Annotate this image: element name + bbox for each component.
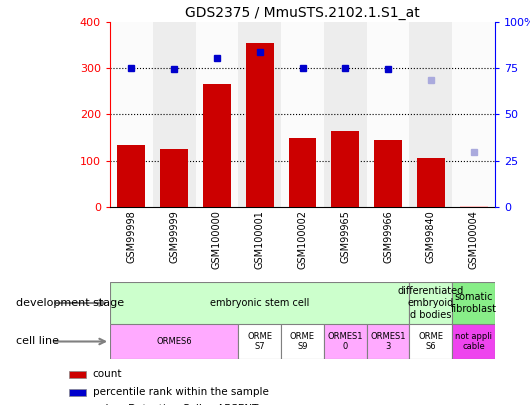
Bar (452, 22, 495, 207)
Text: count: count (93, 369, 122, 379)
Bar (153, 22, 196, 207)
Text: embryonic stem cell: embryonic stem cell (210, 298, 310, 308)
Bar (238, 22, 281, 207)
Bar (324, 22, 367, 207)
Text: differentiated
embryoid
d bodies: differentiated embryoid d bodies (398, 286, 464, 320)
Bar (417, 158, 445, 207)
Text: not appli
cable: not appli cable (455, 332, 492, 351)
Text: cell line: cell line (16, 337, 59, 347)
Bar (110, 22, 153, 207)
Bar (410, 324, 452, 359)
Text: somatic
fibroblast: somatic fibroblast (450, 292, 497, 314)
Bar (238, 324, 281, 359)
Bar (203, 84, 231, 207)
Text: ORME
S7: ORME S7 (247, 332, 272, 351)
Bar (452, 324, 495, 359)
Text: ORMES6: ORMES6 (156, 337, 192, 346)
Bar (460, 206, 488, 207)
Bar (281, 22, 324, 207)
Text: percentile rank within the sample: percentile rank within the sample (93, 387, 269, 397)
Text: ORMES1
3: ORMES1 3 (370, 332, 406, 351)
Bar (69, 388, 86, 396)
Bar (281, 324, 324, 359)
Text: ORME
S9: ORME S9 (290, 332, 315, 351)
Text: ORME
S6: ORME S6 (418, 332, 443, 351)
Bar (410, 282, 452, 324)
Bar (324, 324, 367, 359)
Bar (410, 22, 452, 207)
Bar (110, 282, 410, 324)
Bar (367, 22, 410, 207)
Bar (289, 138, 316, 207)
Text: development stage: development stage (16, 298, 124, 308)
Bar (367, 324, 410, 359)
Bar (246, 43, 273, 207)
Bar (118, 145, 145, 207)
Bar (196, 22, 238, 207)
Bar (331, 131, 359, 207)
Bar (110, 324, 238, 359)
Title: GDS2375 / MmuSTS.2102.1.S1_at: GDS2375 / MmuSTS.2102.1.S1_at (185, 6, 420, 19)
Bar (374, 140, 402, 207)
Bar (452, 282, 495, 324)
Text: ORMES1
0: ORMES1 0 (328, 332, 363, 351)
Bar (160, 149, 188, 207)
Bar (69, 371, 86, 378)
